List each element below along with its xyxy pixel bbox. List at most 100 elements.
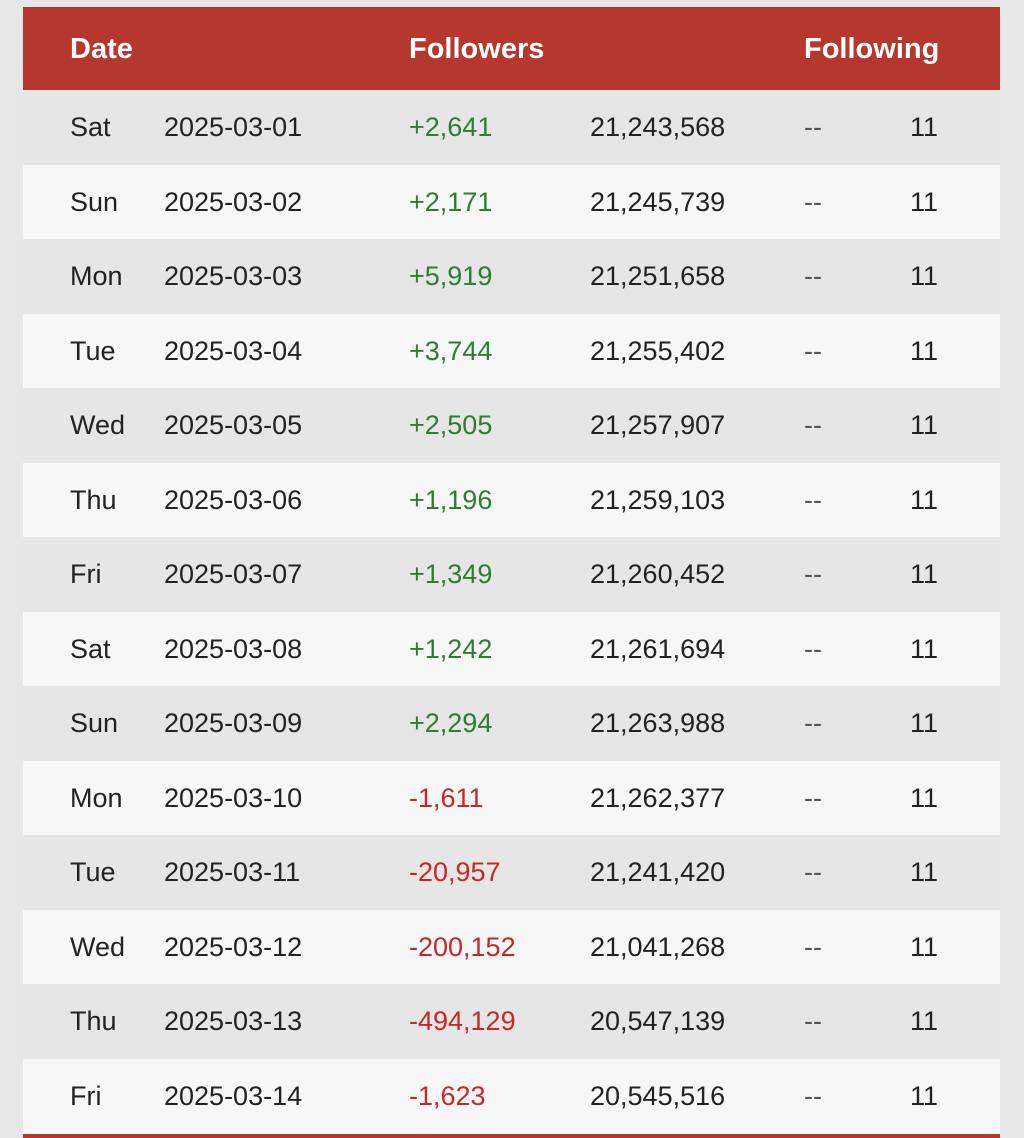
date-cell: 2025-03-09 <box>164 708 303 738</box>
followers-change-cell: -494,129 <box>409 1006 516 1036</box>
following-change-cell: -- <box>804 261 822 291</box>
header-following: Following <box>804 33 940 65</box>
table-row: Sun 2025-03-09 +2,294 21,263,988 -- 11 <box>23 686 1000 761</box>
following-total-cell: 11 <box>909 931 938 962</box>
followers-total-cell: 20,547,139 <box>590 1006 726 1036</box>
followers-change-cell: +2,505 <box>409 410 493 440</box>
table-row: Mon 2025-03-03 +5,919 21,251,658 -- 11 <box>23 239 1000 314</box>
followers-change-cell: +2,641 <box>409 112 493 142</box>
followers-change-cell: -1,623 <box>409 1080 486 1111</box>
table-row: Wed 2025-03-05 +2,505 21,257,907 -- 11 <box>23 388 1000 463</box>
following-total-cell: 11 <box>909 335 938 366</box>
following-total-cell: 11 <box>909 410 938 440</box>
following-change-cell: -- <box>804 931 822 962</box>
following-change-cell: -- <box>804 857 822 887</box>
followers-change-cell: +1,242 <box>409 633 493 664</box>
date-cell: 2025-03-10 <box>164 782 303 813</box>
followers-total-cell: 21,041,268 <box>590 931 726 962</box>
table-row: Fri 2025-03-07 +1,349 21,260,452 -- 11 <box>23 537 1000 612</box>
table-row: Sat 2025-03-08 +1,242 21,261,694 -- 11 <box>23 611 1000 686</box>
header-date: Date <box>70 33 133 65</box>
followers-change-cell: +1,349 <box>409 559 493 589</box>
following-total-cell: 11 <box>909 484 938 515</box>
following-total-cell: 11 <box>909 261 938 291</box>
table-row: Tue 2025-03-11 -20,957 21,241,420 -- 11 <box>23 835 1000 910</box>
following-change-cell: -- <box>804 1080 822 1111</box>
day-cell: Tue <box>70 857 116 887</box>
following-change-cell: -- <box>804 708 822 738</box>
table-row: Sat 2025-03-01 +2,641 21,243,568 -- 11 <box>23 90 1000 165</box>
following-change-cell: -- <box>804 484 822 515</box>
table-row: Wed 2025-03-12 -200,152 21,041,268 -- 11 <box>23 909 1000 984</box>
followers-change-cell: -20,957 <box>409 857 501 887</box>
following-total-cell: 11 <box>909 559 938 589</box>
day-cell: Mon <box>70 261 123 291</box>
followers-change-cell: -1,611 <box>409 782 484 813</box>
date-cell: 2025-03-13 <box>164 1006 303 1036</box>
day-cell: Sun <box>70 708 119 738</box>
date-cell: 2025-03-05 <box>164 410 303 440</box>
followers-total-cell: 21,243,568 <box>590 112 726 142</box>
header-followers: Followers <box>409 33 545 65</box>
table-body: Sat 2025-03-01 +2,641 21,243,568 -- 11 Sun 2025… <box>23 90 1000 1133</box>
following-change-cell: -- <box>804 633 822 664</box>
date-cell: 2025-03-01 <box>164 112 303 142</box>
following-total-cell: 11 <box>909 186 938 217</box>
day-cell: Wed <box>70 410 126 440</box>
followers-total-cell: 21,241,420 <box>590 857 726 887</box>
followers-total-cell: 21,263,988 <box>590 708 726 738</box>
following-change-cell: -- <box>804 112 822 142</box>
followers-change-cell: -200,152 <box>409 931 516 962</box>
table-row: Thu 2025-03-06 +1,196 21,259,103 -- 11 <box>23 462 1000 537</box>
following-total-cell: 11 <box>909 112 938 142</box>
table-header: Date Followers Following <box>23 7 1000 90</box>
following-change-cell: -- <box>804 1006 822 1036</box>
date-cell: 2025-03-06 <box>164 484 303 515</box>
day-cell: Sun <box>70 186 119 217</box>
day-cell: Tue <box>70 335 116 366</box>
day-cell: Mon <box>70 782 123 813</box>
following-total-cell: 11 <box>909 857 938 887</box>
followers-total-cell: 21,259,103 <box>590 484 726 515</box>
table-row: Tue 2025-03-04 +3,744 21,255,402 -- 11 <box>23 313 1000 388</box>
following-total-cell: 11 <box>909 1080 938 1111</box>
followers-table: Date Followers Following Sat 2025-03-01 +2… <box>23 7 1000 1138</box>
day-cell: Thu <box>70 484 117 515</box>
day-cell: Sat <box>70 112 111 142</box>
followers-change-cell: +2,294 <box>409 708 493 738</box>
followers-change-cell: +2,171 <box>409 186 493 217</box>
date-cell: 2025-03-11 <box>164 857 301 887</box>
date-cell: 2025-03-07 <box>164 559 303 589</box>
day-cell: Fri <box>70 559 102 589</box>
following-total-cell: 11 <box>909 1006 938 1036</box>
followers-total-cell: 20,545,516 <box>590 1080 726 1111</box>
followers-total-cell: 21,251,658 <box>590 261 726 291</box>
following-total-cell: 11 <box>909 708 938 738</box>
following-change-cell: -- <box>804 782 822 813</box>
followers-total-cell: 21,261,694 <box>590 633 726 664</box>
date-cell: 2025-03-02 <box>164 186 303 217</box>
following-total-cell: 11 <box>909 633 938 664</box>
table-row: Mon 2025-03-10 -1,611 21,262,377 -- 11 <box>23 760 1000 835</box>
followers-change-cell: +5,919 <box>409 261 493 291</box>
table-bottom-border <box>23 1134 1000 1138</box>
followers-total-cell: 21,262,377 <box>590 782 726 813</box>
following-change-cell: -- <box>804 410 822 440</box>
date-cell: 2025-03-14 <box>164 1080 303 1111</box>
followers-total-cell: 21,245,739 <box>590 186 726 217</box>
table-row: Thu 2025-03-13 -494,129 20,547,139 -- 11 <box>23 984 1000 1059</box>
following-change-cell: -- <box>804 559 822 589</box>
date-cell: 2025-03-04 <box>164 335 303 366</box>
day-cell: Thu <box>70 1006 117 1036</box>
following-change-cell: -- <box>804 186 822 217</box>
followers-total-cell: 21,260,452 <box>590 559 726 589</box>
table-row: Fri 2025-03-14 -1,623 20,545,516 -- 11 <box>23 1058 1000 1133</box>
day-cell: Sat <box>70 633 111 664</box>
following-total-cell: 11 <box>909 782 938 813</box>
date-cell: 2025-03-08 <box>164 633 303 664</box>
followers-total-cell: 21,255,402 <box>590 335 726 366</box>
following-change-cell: -- <box>804 335 822 366</box>
day-cell: Wed <box>70 931 126 962</box>
followers-change-cell: +3,744 <box>409 335 493 366</box>
followers-total-cell: 21,257,907 <box>590 410 726 440</box>
